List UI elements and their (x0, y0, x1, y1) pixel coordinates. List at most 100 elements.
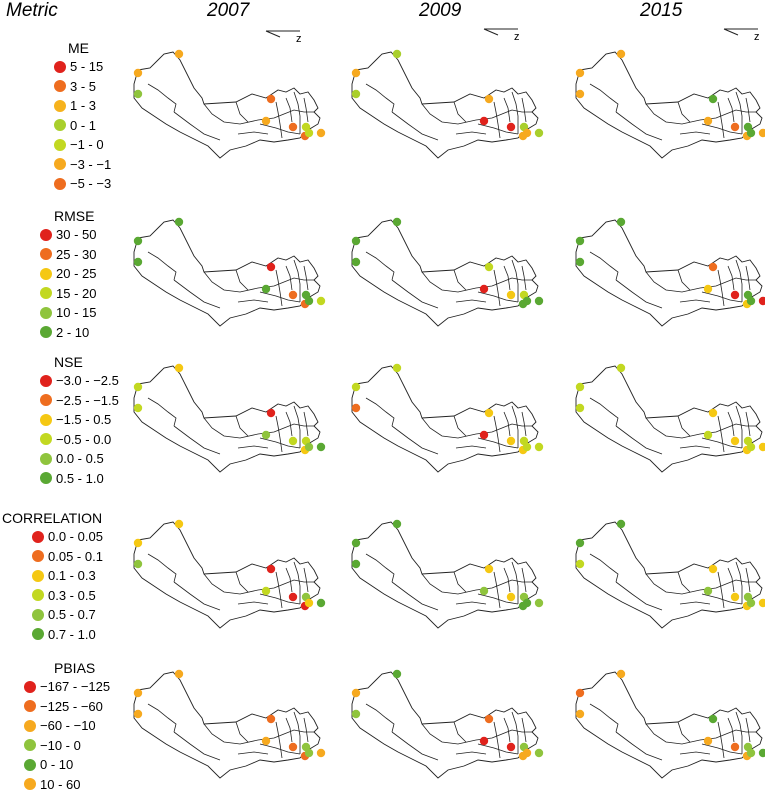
subbasin-boundary (147, 703, 177, 733)
subbasin-boundary (203, 573, 259, 595)
station-marker (133, 257, 143, 267)
subbasin-boundary (727, 411, 735, 437)
legend-entry: 30 - 50 (40, 227, 96, 242)
subbasin-boundary (173, 279, 221, 309)
station-marker (746, 748, 756, 758)
legend-swatch (32, 530, 44, 543)
station-marker (133, 68, 143, 78)
subbasin-boundary (493, 415, 501, 453)
map-nse-2007 (133, 363, 326, 473)
catchment-outline (351, 219, 539, 327)
station-marker (616, 669, 626, 679)
subbasin-boundary (717, 101, 725, 139)
station-marker (484, 262, 494, 272)
subbasin-boundary (699, 423, 756, 435)
subbasin-boundary (365, 397, 395, 427)
subbasin-boundary (511, 259, 519, 302)
station-marker (351, 236, 361, 246)
station-marker (133, 688, 143, 698)
station-marker (392, 49, 402, 59)
subbasin-boundary (293, 405, 301, 448)
map-pbias-2015 (575, 669, 765, 779)
legend-entry: −60 - −10 (24, 718, 96, 733)
map-rmse-2007 (133, 217, 326, 327)
legend-entry: −1.5 - 0.5 (40, 412, 111, 427)
station-marker (575, 538, 585, 548)
station-marker (534, 296, 544, 306)
subbasin-boundary (365, 553, 395, 583)
subbasin-boundary (699, 277, 756, 289)
subbasin-boundary (257, 109, 314, 121)
column-header-2009: 2009 (419, 0, 462, 21)
subbasin-boundary (589, 397, 619, 427)
legend-entry: 1 - 3 (54, 98, 96, 113)
subbasin-boundary (235, 571, 249, 593)
legend-swatch (40, 452, 52, 465)
legend-swatch (40, 228, 52, 241)
subbasin-boundary (503, 265, 511, 291)
legend-label: 0.5 - 0.7 (48, 607, 96, 622)
station-marker (758, 128, 765, 138)
catchment-outline (351, 365, 539, 473)
subbasin-boundary (237, 445, 269, 449)
subbasin-boundary (453, 101, 467, 123)
legend-entry: 5 - 15 (54, 59, 103, 74)
subbasin-boundary (475, 579, 532, 591)
legend-entry: 10 - 60 (24, 777, 80, 792)
station-marker (746, 442, 756, 452)
orientation-arrow-icon: z (483, 28, 520, 42)
subbasin-boundary (717, 721, 725, 759)
legend-swatch (40, 374, 52, 387)
station-marker (506, 122, 516, 132)
station-marker (534, 748, 544, 758)
station-marker (534, 598, 544, 608)
station-marker (174, 519, 184, 529)
map-pbias-2007 (133, 669, 326, 779)
subbasin-boundary (717, 269, 725, 307)
legend-swatch (24, 739, 36, 751)
subbasin-boundary (699, 729, 756, 741)
subbasin-boundary (173, 425, 221, 455)
station-marker (304, 442, 314, 452)
station-marker (703, 736, 713, 746)
station-marker (522, 442, 532, 452)
station-marker (730, 436, 740, 446)
legend-entry: −2.5 - −1.5 (40, 393, 119, 408)
station-marker (133, 559, 143, 569)
station-marker (746, 128, 756, 138)
station-marker (392, 217, 402, 227)
station-marker (730, 122, 740, 132)
legend-label: −1 - 0 (70, 137, 104, 152)
station-marker (479, 284, 489, 294)
subbasin-boundary (453, 571, 467, 593)
station-marker (746, 598, 756, 608)
legend-entry: 0.05 - 0.1 (32, 549, 103, 564)
station-marker (616, 217, 626, 227)
subbasin-boundary (735, 91, 743, 134)
station-marker (133, 709, 143, 719)
subbasin-boundary (235, 721, 249, 743)
subbasin-boundary (493, 571, 501, 609)
legend-swatch (54, 119, 66, 131)
legend-label: 3 - 5 (70, 78, 97, 94)
legend-swatch (24, 700, 36, 712)
legend-label: 0.05 - 0.1 (48, 548, 103, 564)
station-marker (522, 598, 532, 608)
station-marker (266, 408, 276, 418)
subbasin-boundary (717, 415, 725, 453)
subbasin-boundary (677, 415, 691, 437)
station-marker (133, 89, 143, 99)
subbasin-boundary (257, 423, 314, 435)
subbasin-boundary (173, 111, 221, 141)
station-marker (506, 436, 516, 446)
station-marker (758, 442, 765, 452)
subbasin-boundary (503, 567, 511, 593)
subbasin-boundary (391, 425, 439, 455)
subbasin-boundary (521, 717, 527, 743)
subbasin-boundary (701, 291, 743, 303)
subbasin-boundary (727, 567, 735, 593)
subbasin-boundary (615, 425, 663, 455)
subbasin-boundary (421, 103, 477, 125)
column-header-2007: 2007 (207, 0, 250, 21)
station-marker (261, 284, 271, 294)
